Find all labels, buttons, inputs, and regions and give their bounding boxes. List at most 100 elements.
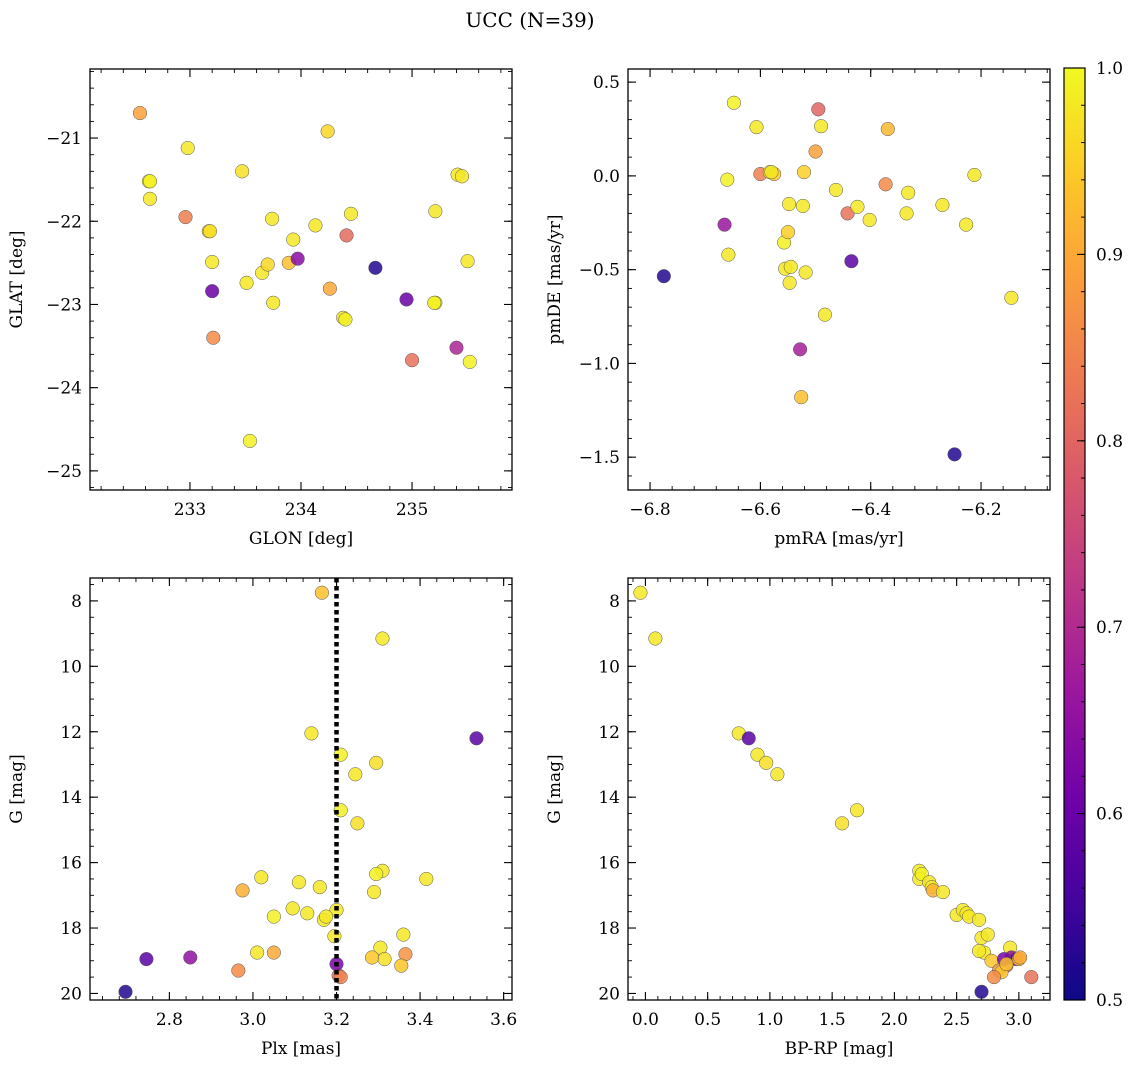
scatter-point (231, 963, 246, 978)
x-tick-label: 235 (396, 500, 428, 520)
x-tick-label: 3.4 (407, 1010, 434, 1030)
scatter-point (462, 354, 477, 369)
y-tick-label: −21 (46, 129, 82, 149)
scatter-point (427, 295, 442, 310)
y-tick-label: 8 (71, 592, 82, 612)
y-tick-label: 14 (598, 788, 620, 808)
scatter-point (235, 883, 250, 898)
scatter-point (798, 265, 813, 280)
scatter-point (265, 211, 280, 226)
y-tick-label: 18 (598, 919, 620, 939)
major-ticks (628, 69, 1050, 490)
x-tick-label: 2.8 (156, 1010, 183, 1030)
scatter-point (377, 952, 392, 967)
scatter-point (118, 984, 133, 999)
scatter-point (1004, 290, 1019, 305)
scatter-point (369, 755, 384, 770)
y-tick-label: 14 (60, 788, 82, 808)
y-tick-label: 0.5 (593, 73, 620, 93)
y-tick-label: 20 (598, 984, 620, 1004)
scatter-point (971, 912, 987, 927)
scatter-point (840, 206, 855, 221)
scatter-point (139, 952, 154, 967)
y-axis-label: GLAT [deg] (7, 230, 27, 328)
scatter-point (935, 884, 950, 900)
scatter-point (770, 767, 785, 782)
scatter-point (793, 342, 808, 357)
scatter-points (633, 585, 1039, 999)
scatter-point (364, 950, 380, 965)
scatter-point (814, 119, 829, 134)
scatter-point (260, 257, 275, 272)
y-axis-label: G [mag] (545, 754, 565, 823)
scatter-point (862, 212, 877, 228)
scatter-points (118, 585, 484, 999)
scatter-point (469, 731, 484, 746)
x-tick-label: 0.5 (694, 1010, 721, 1030)
scatter-point (308, 218, 323, 233)
y-tick-label: 8 (609, 592, 620, 612)
scatter-point (304, 726, 319, 741)
scatter-point (878, 177, 893, 192)
scatter-point (405, 353, 420, 368)
major-ticks (90, 69, 512, 490)
scatter-point (980, 927, 995, 942)
figure-title: UCC (N=39) (465, 8, 594, 32)
scatter-point (394, 958, 409, 973)
scatter-point (794, 390, 809, 405)
scatter-point (835, 816, 850, 831)
colorbar-ticks (1077, 67, 1085, 1001)
scatter-point (901, 185, 916, 200)
scatter-point (254, 870, 269, 885)
scatter-point (266, 945, 281, 960)
x-axis-label: BP-RP [mag] (785, 1039, 894, 1059)
scatter-point (369, 867, 384, 882)
scatter-point (782, 196, 797, 212)
y-tick-label: 18 (60, 919, 82, 939)
scatter-point (633, 585, 648, 600)
scatter-point (899, 206, 914, 221)
scatter-points (656, 95, 1019, 462)
scatter-point (178, 210, 193, 225)
scatter-point (850, 803, 865, 818)
minor-ticks (90, 578, 512, 1000)
scatter-point (720, 172, 735, 187)
scatter-point (971, 943, 987, 958)
y-tick-label: −1.0 (579, 354, 620, 374)
y-axis-label: pmDE [mas/yr] (545, 214, 565, 344)
y-tick-label: 16 (598, 854, 620, 874)
scatter-point (320, 124, 335, 139)
scatter-point (250, 945, 265, 960)
scatter-point (142, 191, 158, 206)
scatter-point (721, 247, 736, 262)
x-axis-label: pmRA [mas/yr] (774, 529, 903, 549)
minor-ticks (90, 69, 512, 490)
panel-bprp-g: 0.0 0.5 1.0 1.5 2.0 2.5 3.0 8 10 12 14 16 18 20 BP-RP … (545, 577, 1051, 1059)
scatter-point (286, 232, 301, 247)
panel-plx-g: 2.8 3.0 3.2 3.4 3.6 8 10 12 14 16 18 20 Plx [mas] G [… (7, 577, 517, 1059)
x-tick-label: 1.5 (819, 1010, 846, 1030)
scatter-point (959, 217, 974, 232)
x-tick-label: 3.2 (323, 1010, 350, 1030)
scatter-point (749, 120, 764, 135)
scatter-point (132, 106, 148, 121)
y-tick-label: −22 (46, 212, 82, 232)
scatter-point (460, 254, 475, 269)
scatter-point (202, 224, 217, 239)
scatter-point (782, 275, 797, 290)
axes-frame (627, 68, 1051, 491)
colorbar-tick-label: 0.7 (1096, 618, 1123, 638)
scatter-point (206, 330, 221, 345)
scatter-point (239, 275, 254, 290)
minor-ticks (627, 69, 1050, 490)
scatter-point (314, 585, 329, 600)
x-tick-label: −6.8 (629, 500, 670, 520)
major-ticks (90, 578, 512, 1000)
scatter-point (348, 767, 363, 782)
panel-glon-glat: 233 234 235 −25 −24 −23 −22 −21 GLON [deg] GLAT [… (7, 68, 513, 549)
scatter-point (396, 927, 411, 942)
colorbar-tick-label: 0.6 (1096, 805, 1123, 825)
scatter-point (726, 95, 741, 110)
scatter-point (205, 284, 220, 299)
scatter-point (285, 901, 300, 916)
